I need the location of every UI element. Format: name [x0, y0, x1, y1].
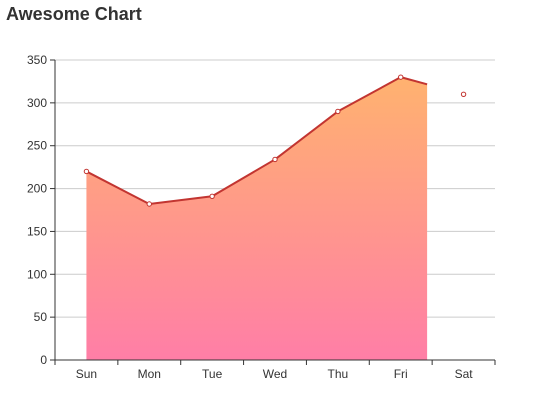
data-point: [146, 201, 152, 207]
data-point: [398, 74, 404, 80]
y-tick-label: 200: [27, 182, 47, 196]
x-tick-label: Sat: [455, 367, 474, 381]
y-tick-label: 150: [27, 224, 47, 238]
data-point: [209, 193, 215, 199]
x-tick-label: Mon: [138, 367, 161, 381]
series-points: [83, 74, 467, 207]
data-point: [460, 91, 467, 97]
x-tick-label: Tue: [202, 367, 223, 381]
y-tick-label: 0: [40, 353, 47, 367]
y-tick-label: 300: [27, 96, 47, 110]
x-tick-label: Thu: [328, 367, 349, 381]
x-tick-label: Wed: [263, 367, 287, 381]
y-tick-label: 50: [34, 310, 48, 324]
y-tick-label: 350: [27, 53, 47, 67]
data-point: [272, 156, 278, 163]
tick-labels: 0 50 100 150 200 250 300 350 Sun Mon Tue Wed Thu Fri S…: [27, 53, 473, 381]
y-tick-label: 100: [27, 267, 47, 281]
series-area: [85, 76, 428, 361]
x-tick-label: Fri: [394, 367, 408, 381]
y-tick-label: 250: [27, 139, 47, 153]
x-tick-label: Sun: [76, 367, 97, 381]
data-point: [83, 168, 90, 175]
chart-title: Awesome Chart: [6, 4, 142, 24]
axes: [50, 59, 496, 365]
data-point: [335, 108, 341, 115]
series-area-fill: [86, 77, 428, 361]
